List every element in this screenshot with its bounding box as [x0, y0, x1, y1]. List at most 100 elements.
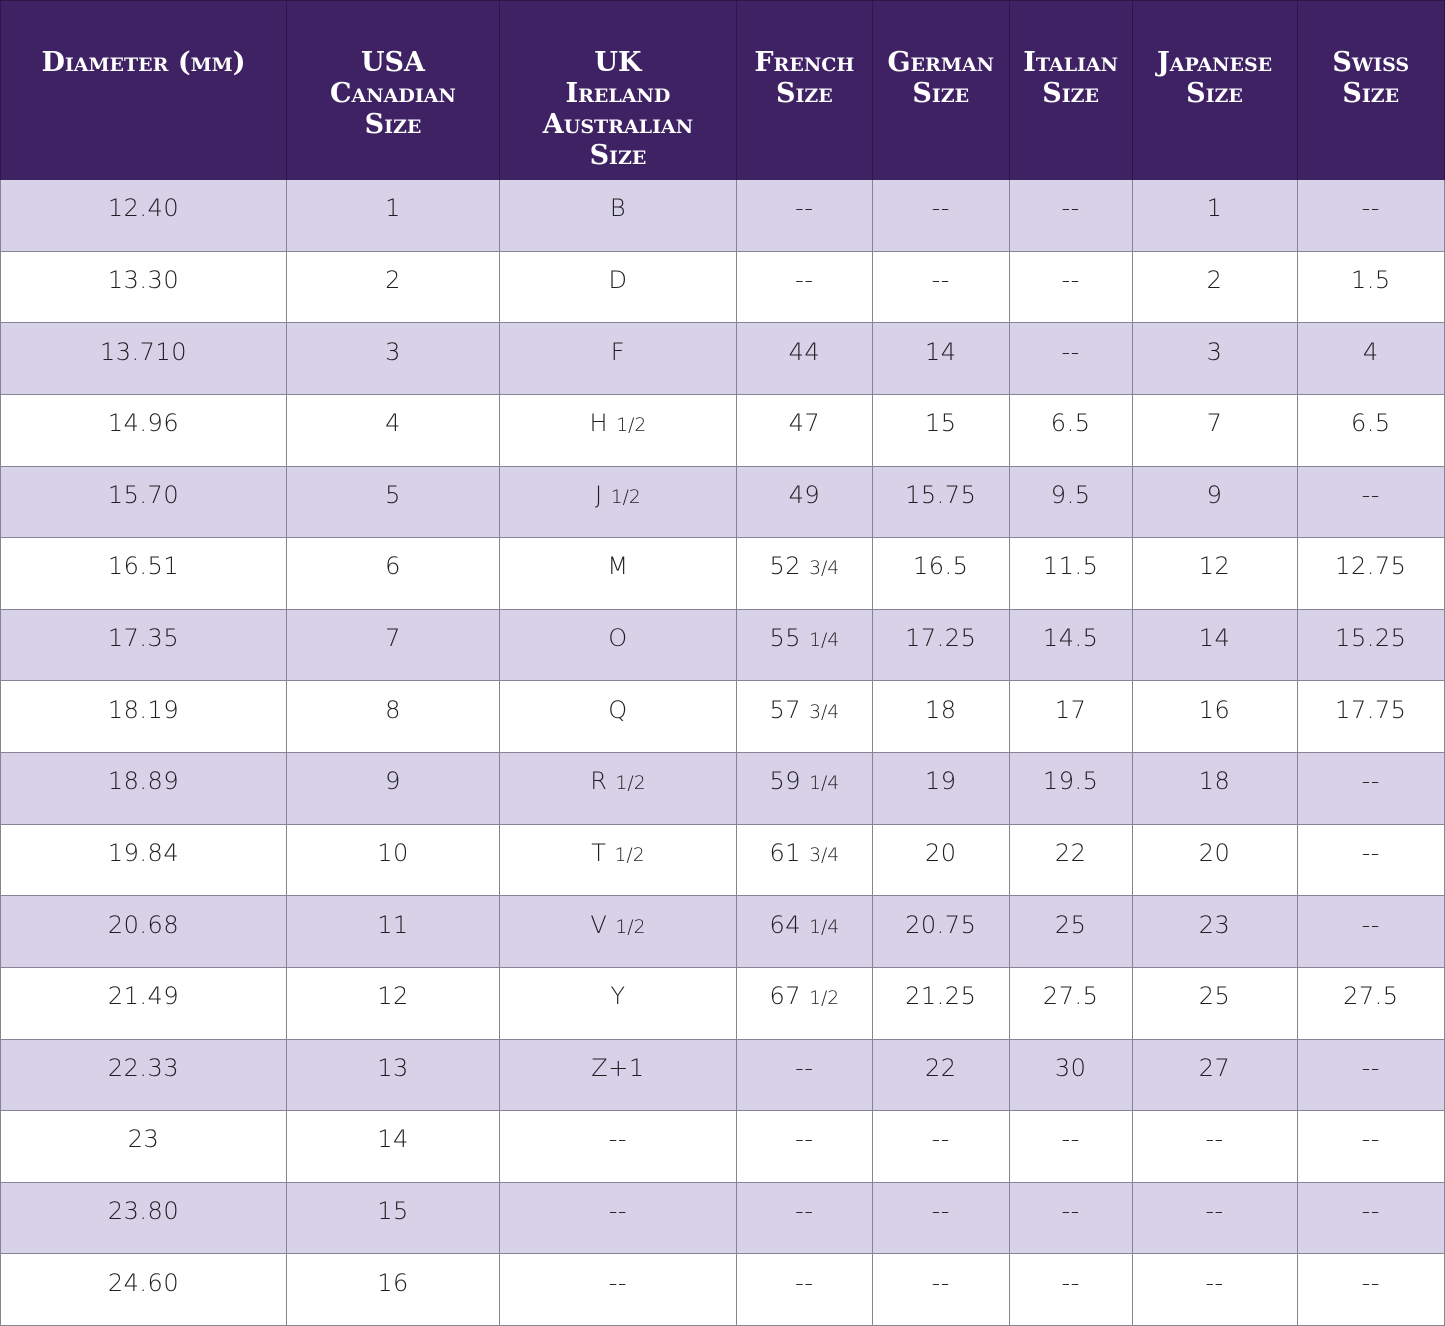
table-cell: -- — [1297, 1254, 1445, 1326]
table-cell: 4 — [286, 394, 500, 467]
table-cell: Y — [499, 967, 737, 1040]
table-cell: 14.96 — [0, 394, 287, 467]
table-cell: -- — [499, 1182, 737, 1255]
table-row: 14.96 4 H 1/2 47 15 6.5 7 6.5 — [0, 394, 1445, 467]
column-header-line: UK — [594, 47, 642, 78]
table-cell: 21.49 — [0, 967, 287, 1040]
table-cell: 20 — [872, 824, 1010, 897]
table-cell: 5 — [286, 466, 500, 539]
fraction-value: 3/4 — [809, 558, 840, 580]
column-header-line: Size — [1042, 78, 1100, 109]
table-cell: 1.5 — [1297, 251, 1445, 324]
table-cell: 17 — [1009, 681, 1133, 753]
table-cell: -- — [1297, 466, 1445, 539]
table-cell: 30 — [1009, 1039, 1133, 1112]
table-cell: -- — [1132, 1254, 1298, 1326]
table-cell: 64 1/4 — [736, 896, 873, 968]
table-cell: -- — [1297, 896, 1445, 968]
table-cell: 22 — [872, 1039, 1010, 1112]
column-header-line: Size — [364, 109, 422, 140]
column-header-line: Japanese Size — [1156, 47, 1273, 109]
fraction-value: 1/4 — [809, 630, 840, 652]
table-cell: V 1/2 — [499, 896, 737, 968]
table-body: 12.40 1 B -- -- -- 1 -- 13.30 2 D -- -- -- 2 1.5 13.710 3… — [0, 180, 1445, 1326]
column-header-line: Australian — [542, 109, 694, 140]
table-cell: O — [499, 609, 737, 682]
table-cell: -- — [1009, 1254, 1133, 1326]
table-cell: -- — [1009, 323, 1133, 395]
table-cell: 12 — [286, 967, 500, 1040]
table-cell: -- — [1297, 753, 1445, 825]
table-cell: 57 3/4 — [736, 681, 873, 753]
fraction-value: 1/2 — [809, 988, 840, 1010]
table-cell: 3 — [1132, 323, 1298, 395]
table-cell: 17.75 — [1297, 681, 1445, 753]
table-cell: -- — [872, 180, 1010, 252]
table-cell: 52 3/4 — [736, 538, 873, 610]
column-header-french-size: French Size — [736, 0, 873, 180]
table-cell: 4 — [1297, 323, 1445, 395]
column-header-line: Ireland — [565, 78, 671, 109]
table-cell: 23 — [0, 1111, 287, 1183]
column-header-german-size: German Size — [872, 0, 1010, 180]
column-header-line: Size — [912, 78, 970, 109]
table-cell: 13.710 — [0, 323, 287, 395]
table-cell: 59 1/4 — [736, 753, 873, 825]
table-cell: 16 — [1132, 681, 1298, 753]
column-header-japanese-size: Japanese Size — [1132, 0, 1298, 180]
table-cell: -- — [736, 180, 873, 252]
table-cell: -- — [736, 251, 873, 324]
table-cell: 9 — [286, 753, 500, 825]
table-cell: -- — [872, 1254, 1010, 1326]
table-cell: 14 — [286, 1111, 500, 1183]
table-cell: 22 — [1009, 824, 1133, 897]
column-header-line: French — [754, 47, 855, 78]
table-cell: 18.19 — [0, 681, 287, 753]
table-cell: B — [499, 180, 737, 252]
column-header-line: USA — [360, 47, 425, 78]
fraction-value: 1/2 — [614, 844, 645, 866]
table-cell: 55 1/4 — [736, 609, 873, 682]
column-header-usa-canadian-size: USA Canadian Size — [286, 0, 500, 180]
table-cell: 15 — [872, 394, 1010, 467]
fraction-value: 3/4 — [809, 844, 840, 866]
table-cell: -- — [1297, 1039, 1445, 1112]
column-header-line: Canadian — [330, 78, 456, 109]
table-cell: D — [499, 251, 737, 324]
table-cell: 15.25 — [1297, 609, 1445, 682]
table-row: 13.710 3 F 44 14 -- 3 4 — [0, 323, 1445, 395]
table-cell: 2 — [1132, 251, 1298, 324]
fraction-value: 3/4 — [809, 701, 840, 723]
table-cell: 15.70 — [0, 466, 287, 539]
table-cell: -- — [872, 251, 1010, 324]
table-cell: -- — [736, 1254, 873, 1326]
table-cell: -- — [1297, 180, 1445, 252]
column-header-line: Size — [589, 140, 647, 171]
fraction-value: 1/2 — [616, 415, 647, 437]
table-cell: 14.5 — [1009, 609, 1133, 682]
table-cell: 27.5 — [1297, 967, 1445, 1040]
table-cell: 2 — [286, 251, 500, 324]
table-row: 13.30 2 D -- -- -- 2 1.5 — [0, 251, 1445, 324]
table-cell: 25 — [1009, 896, 1133, 968]
table-cell: 24.60 — [0, 1254, 287, 1326]
table-cell: 11.5 — [1009, 538, 1133, 610]
column-header-diameter-mm: Diameter (mm) — [0, 0, 287, 180]
table-cell: 18 — [872, 681, 1010, 753]
column-header-line: Italian — [1023, 47, 1119, 78]
column-header-uk-ireland-australian-size: UK Ireland Australian Size — [499, 0, 737, 180]
table-cell: 7 — [1132, 394, 1298, 467]
table-cell: 61 3/4 — [736, 824, 873, 897]
table-cell: 12.75 — [1297, 538, 1445, 610]
table-cell: 16 — [286, 1254, 500, 1326]
table-cell: 25 — [1132, 967, 1298, 1040]
table-cell: 44 — [736, 323, 873, 395]
table-cell: 17.25 — [872, 609, 1010, 682]
table-cell: 67 1/2 — [736, 967, 873, 1040]
table-cell: 11 — [286, 896, 500, 968]
table-cell: 23 — [1132, 896, 1298, 968]
table-cell: 17.35 — [0, 609, 287, 682]
table-cell: 20.75 — [872, 896, 1010, 968]
table-cell: 6.5 — [1297, 394, 1445, 467]
